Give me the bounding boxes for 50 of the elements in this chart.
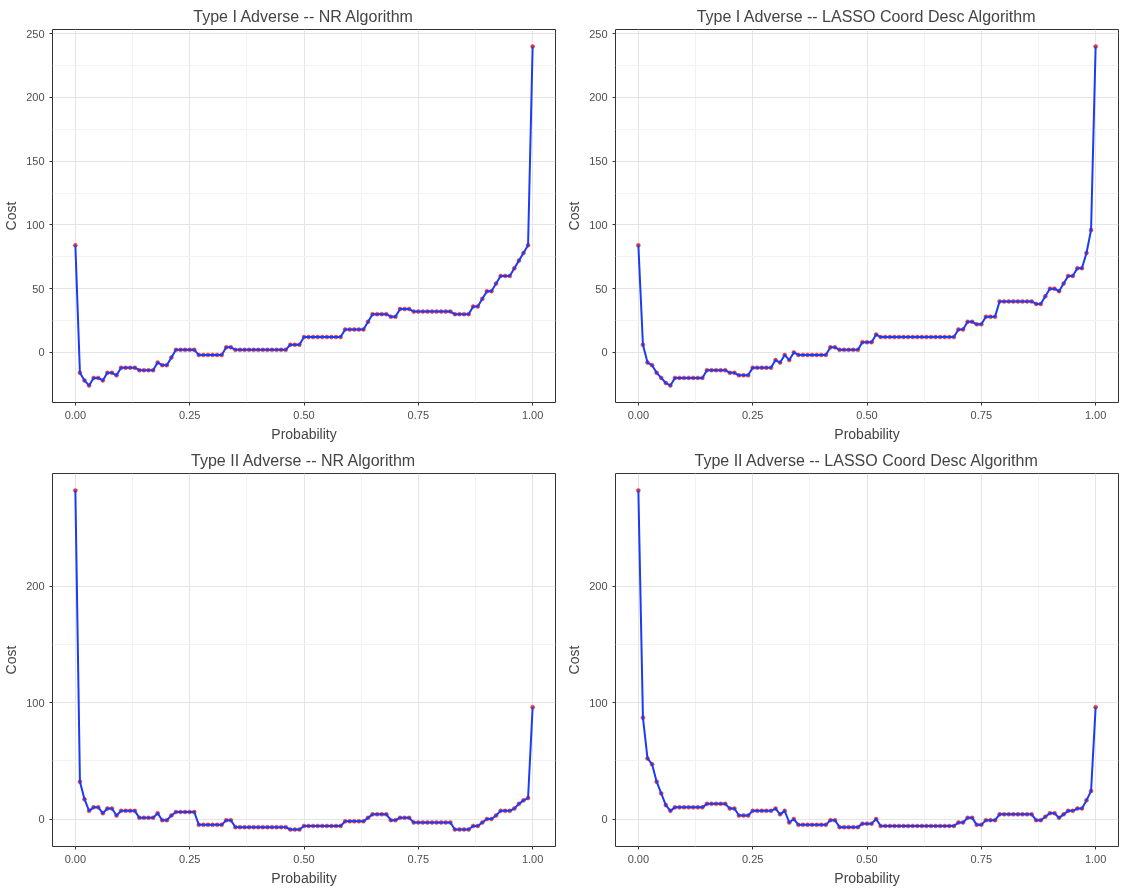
y-tick-label: 250 — [589, 27, 608, 40]
x-tick-label: 0.50 — [856, 408, 878, 421]
x-tick-label: 1.00 — [1084, 852, 1107, 865]
x-tick-label: 0.50 — [293, 408, 315, 421]
x-tick-label: 1.00 — [521, 852, 544, 865]
y-tick-label: 0 — [38, 346, 45, 359]
chart-title: Type II Adverse -- LASSO Coord Desc Algorithm — [694, 451, 1038, 469]
y-tick-label: 200 — [26, 91, 45, 104]
x-tick-label: 0.50 — [293, 852, 315, 865]
x-axis-title: Probability — [271, 425, 337, 442]
chart-title: Type I Adverse -- LASSO Coord Desc Algorithm — [696, 7, 1036, 25]
y-tick-label: 100 — [589, 696, 608, 709]
x-tick-label: 0.00 — [64, 408, 87, 421]
x-tick-label: 0.75 — [970, 852, 993, 865]
x-tick-label: 0.00 — [627, 852, 650, 865]
y-tick-label: 50 — [32, 282, 45, 295]
x-tick-label: 0.75 — [407, 408, 430, 421]
x-tick-label: 0.75 — [407, 852, 430, 865]
x-tick-label: 0.00 — [64, 852, 87, 865]
x-tick-label: 1.00 — [1084, 408, 1107, 421]
chart-title: Type II Adverse -- NR Algorithm — [191, 451, 416, 469]
x-axis-title: Probability — [834, 425, 900, 442]
x-axis-title: Probability — [834, 869, 900, 886]
y-tick-label: 0 — [601, 813, 608, 826]
x-tick-label: 1.00 — [521, 408, 544, 421]
x-axis-title: Probability — [271, 869, 337, 886]
y-tick-label: 0 — [38, 813, 45, 826]
chart-title: Type I Adverse -- NR Algorithm — [193, 7, 413, 25]
y-axis-title: Cost — [566, 201, 583, 231]
x-tick-label: 0.75 — [970, 408, 993, 421]
y-tick-label: 100 — [589, 218, 608, 231]
y-tick-label: 200 — [589, 580, 608, 593]
y-tick-label: 250 — [26, 27, 45, 40]
y-tick-label: 0 — [601, 346, 608, 359]
y-tick-label: 200 — [26, 580, 45, 593]
y-tick-label: 200 — [589, 91, 608, 104]
x-tick-label: 0.25 — [741, 408, 764, 421]
y-axis-title: Cost — [3, 645, 20, 675]
x-tick-label: 0.50 — [856, 852, 878, 865]
y-tick-label: 100 — [26, 696, 45, 709]
x-tick-label: 0.25 — [178, 852, 201, 865]
y-axis-title: Cost — [566, 645, 583, 675]
y-tick-label: 100 — [26, 218, 45, 231]
y-axis-title: Cost — [3, 201, 20, 231]
y-tick-label: 150 — [26, 155, 45, 168]
x-tick-label: 0.25 — [178, 408, 201, 421]
y-tick-label: 150 — [589, 155, 608, 168]
x-tick-label: 0.25 — [741, 852, 764, 865]
y-tick-label: 50 — [595, 282, 608, 295]
x-tick-label: 0.00 — [627, 408, 650, 421]
